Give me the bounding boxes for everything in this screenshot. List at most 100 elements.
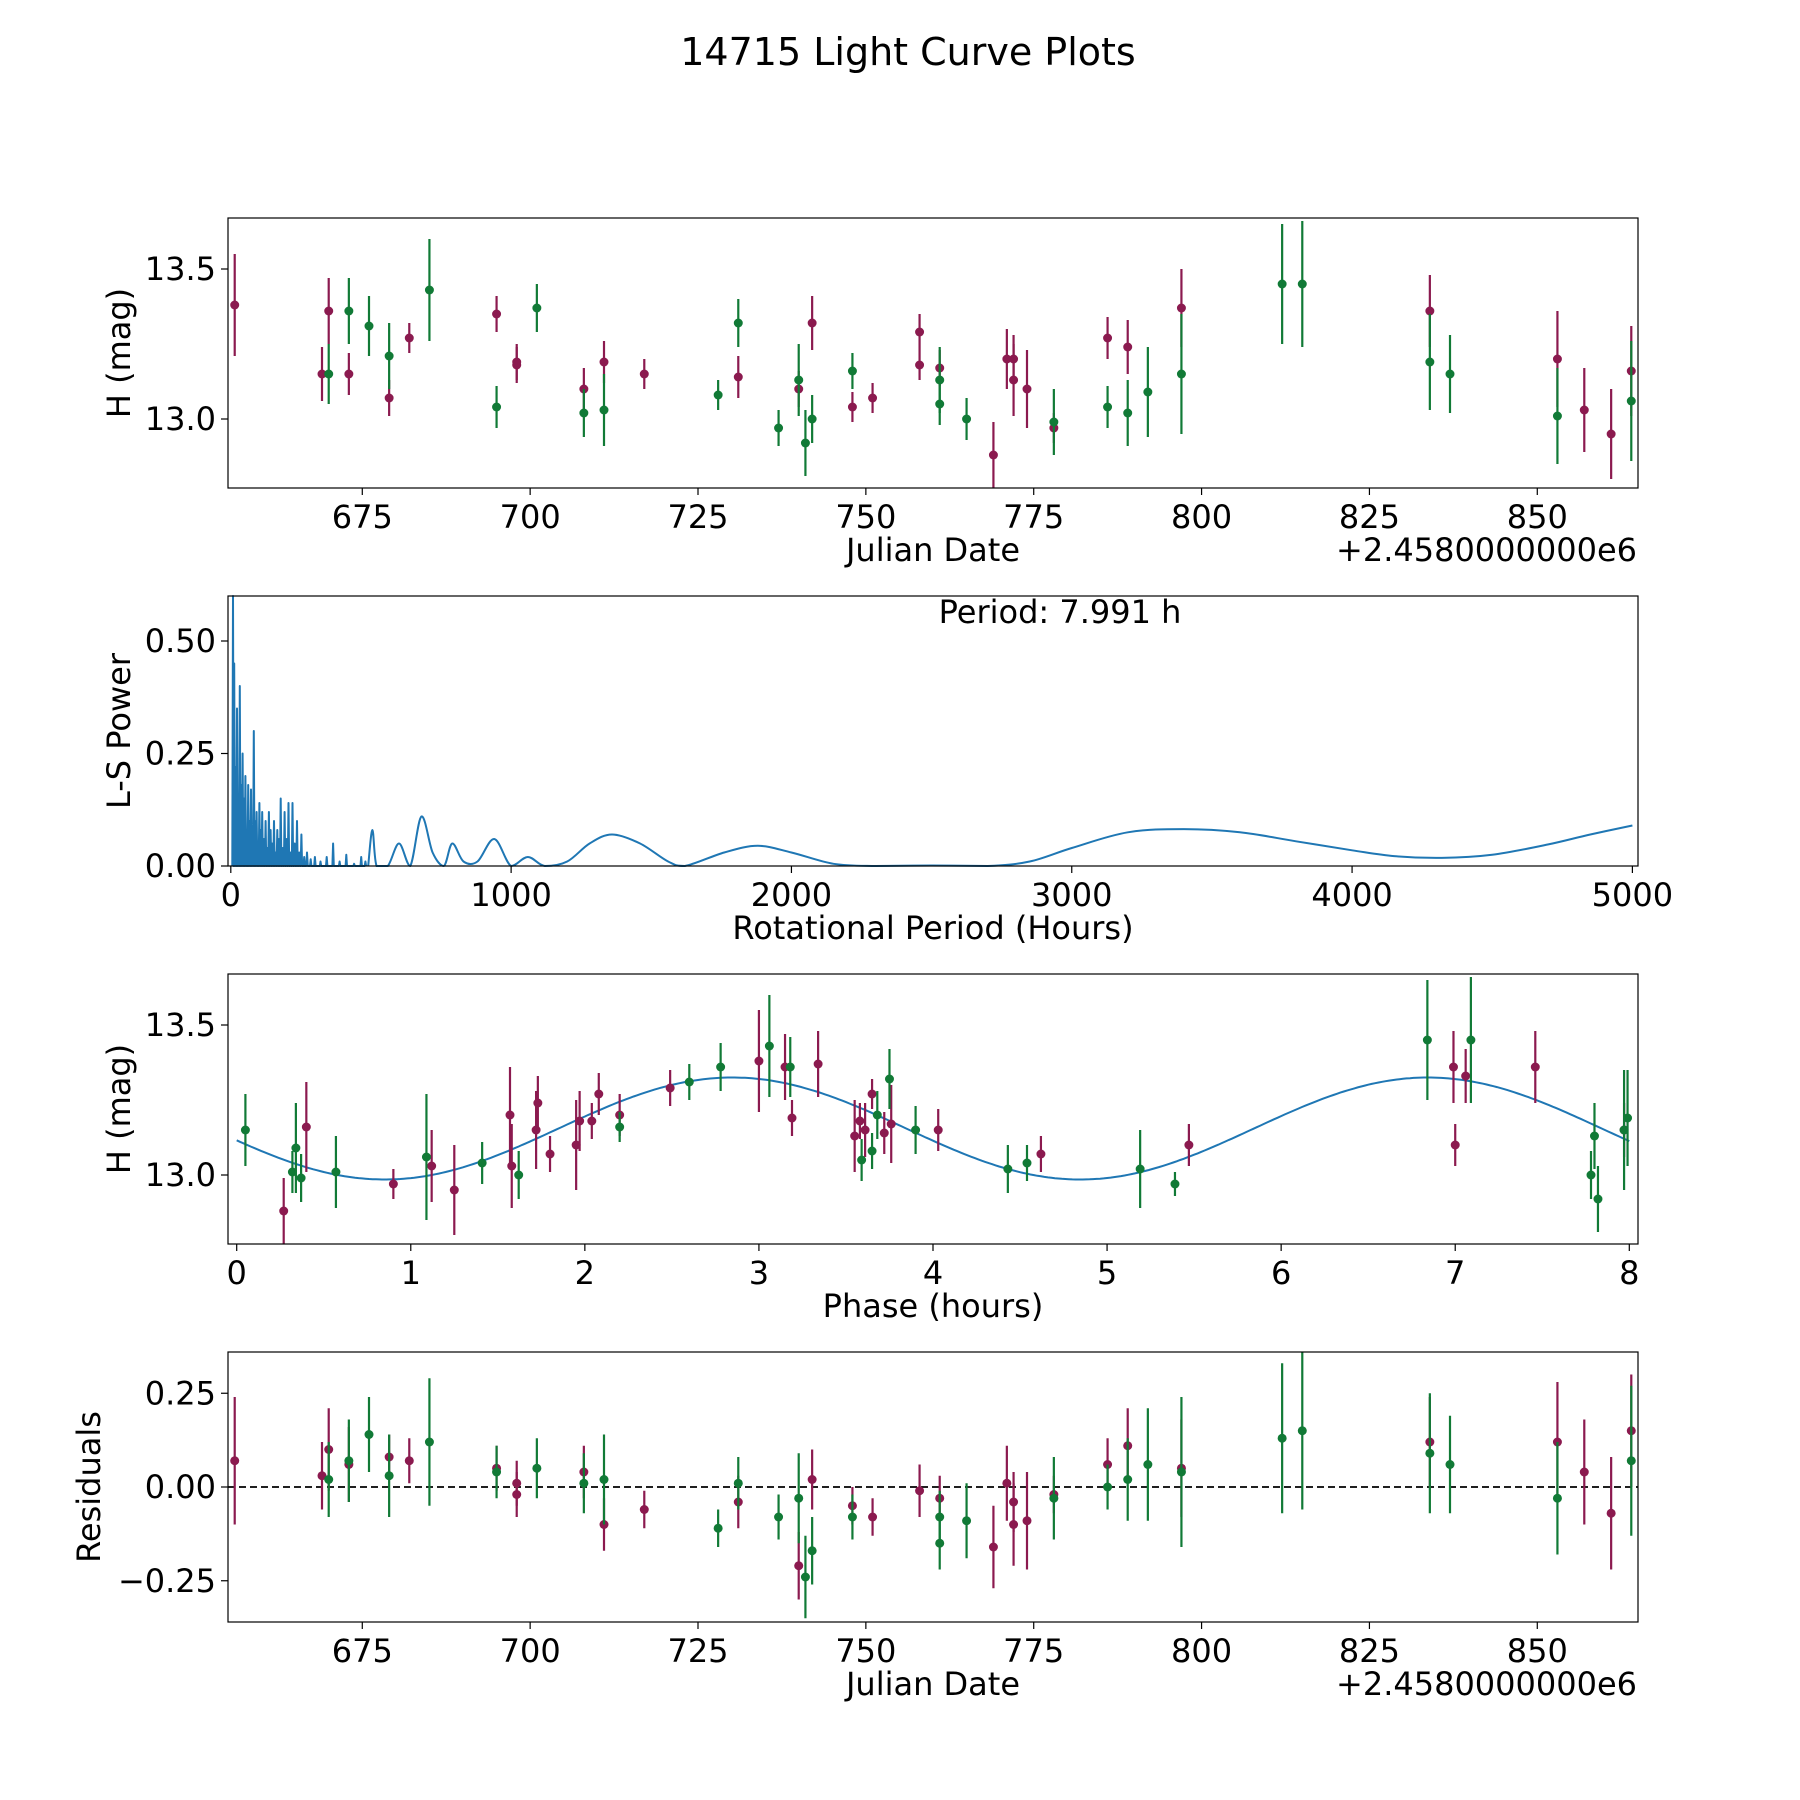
x-tick-label: 2 xyxy=(575,1254,595,1292)
x-tick-label: 700 xyxy=(500,1632,561,1670)
green-point xyxy=(1626,1456,1636,1466)
red-point xyxy=(794,1561,804,1571)
lightcurve-panel: 675 700 725 750 775 800 825 850 13.0 13.5 Julian … xyxy=(100,217,1639,569)
red-point xyxy=(301,1122,311,1132)
red-point xyxy=(915,1486,925,1496)
green-point xyxy=(1445,369,1455,379)
red-point xyxy=(317,369,327,379)
red-point xyxy=(639,1505,649,1514)
green-point xyxy=(872,1110,882,1120)
green-point xyxy=(1552,1493,1562,1503)
red-point xyxy=(404,1456,414,1466)
y-tick-label: 0.50 xyxy=(145,622,216,660)
green-point xyxy=(1049,417,1059,427)
green-point xyxy=(240,1125,250,1135)
red-point xyxy=(665,1083,675,1093)
red-point xyxy=(571,1140,581,1150)
red-point xyxy=(1425,306,1435,316)
green-point xyxy=(421,1152,431,1162)
x-tick-label: 0 xyxy=(221,876,241,914)
red-point xyxy=(317,1471,327,1481)
green-point xyxy=(579,408,589,418)
red-point xyxy=(813,1059,823,1069)
red-point xyxy=(1009,354,1019,364)
green-point xyxy=(1623,1113,1633,1123)
green-point xyxy=(684,1077,694,1087)
green-point xyxy=(857,1155,867,1165)
x-tick-label: 825 xyxy=(1339,498,1400,536)
red-point xyxy=(1450,1140,1460,1150)
x-tick-label: 800 xyxy=(1171,1632,1232,1670)
residuals-panel: 675 700 725 750 775 800 825 850 −0.25 0.00 0.25 Ju… xyxy=(70,1351,1639,1703)
lightcurve-y-label: H (mag) xyxy=(100,288,138,418)
green-point xyxy=(1593,1194,1603,1204)
x-tick-label: 675 xyxy=(332,1632,393,1670)
green-point xyxy=(287,1167,297,1177)
red-point xyxy=(886,1119,896,1129)
green-point xyxy=(532,303,542,313)
red-point xyxy=(1022,1516,1032,1526)
green-point xyxy=(794,375,804,385)
x-tick-label: 4 xyxy=(923,1254,943,1292)
green-point xyxy=(847,366,857,376)
red-point xyxy=(1606,1508,1616,1518)
x-tick-label: 3 xyxy=(749,1254,769,1292)
x-tick-label: 850 xyxy=(1507,498,1568,536)
green-point xyxy=(1586,1170,1596,1180)
x-tick-label: 700 xyxy=(500,498,561,536)
green-point xyxy=(1143,1460,1153,1469)
red-point xyxy=(915,360,925,370)
green-point xyxy=(424,1437,434,1447)
red-point xyxy=(988,450,998,460)
green-point xyxy=(579,1478,589,1488)
green-point xyxy=(807,1546,817,1556)
green-point xyxy=(532,1463,542,1473)
red-point xyxy=(639,369,649,379)
green-point xyxy=(615,1122,625,1132)
red-point xyxy=(807,318,817,328)
x-tick-label: 4000 xyxy=(1311,876,1392,914)
green-point xyxy=(733,1478,743,1488)
green-point xyxy=(800,438,810,448)
red-point xyxy=(868,1512,878,1522)
red-point xyxy=(988,1542,998,1552)
red-point xyxy=(1579,405,1589,415)
green-point xyxy=(291,1143,301,1153)
red-point xyxy=(230,1456,240,1466)
red-point xyxy=(449,1185,459,1195)
green-point xyxy=(785,1062,795,1072)
periodogram-curve xyxy=(367,815,1633,868)
x-tick-label: 850 xyxy=(1507,1632,1568,1670)
x-tick-label: 750 xyxy=(835,1632,896,1670)
residuals-offset-label: +2.4580000000e6 xyxy=(1336,1665,1637,1703)
red-point xyxy=(1184,1140,1194,1150)
phased-y-label: H (mag) xyxy=(100,1044,138,1174)
x-tick-label: 825 xyxy=(1339,1632,1400,1670)
red-point xyxy=(787,1113,797,1123)
green-point xyxy=(599,1475,609,1484)
green-point xyxy=(477,1158,487,1168)
period-annotation: Period: 7.991 h xyxy=(939,593,1182,631)
red-point xyxy=(505,1110,515,1120)
green-point xyxy=(1422,1035,1432,1045)
red-point xyxy=(427,1161,437,1171)
y-tick-label: 0.25 xyxy=(145,1374,216,1412)
x-tick-label: 725 xyxy=(667,498,728,536)
x-tick-label: 2000 xyxy=(751,876,832,914)
green-point xyxy=(911,1125,921,1135)
green-point xyxy=(884,1074,894,1084)
red-point xyxy=(344,369,354,379)
green-point xyxy=(324,369,334,379)
red-point xyxy=(507,1161,517,1171)
green-point xyxy=(935,375,945,385)
red-point xyxy=(1579,1467,1589,1477)
green-point xyxy=(1123,1475,1133,1484)
red-point xyxy=(850,1131,860,1141)
red-point xyxy=(868,393,878,403)
green-point xyxy=(807,414,817,424)
red-point xyxy=(867,1089,877,1099)
green-point xyxy=(1466,1035,1476,1045)
green-point xyxy=(733,318,743,328)
green-point xyxy=(774,423,784,433)
